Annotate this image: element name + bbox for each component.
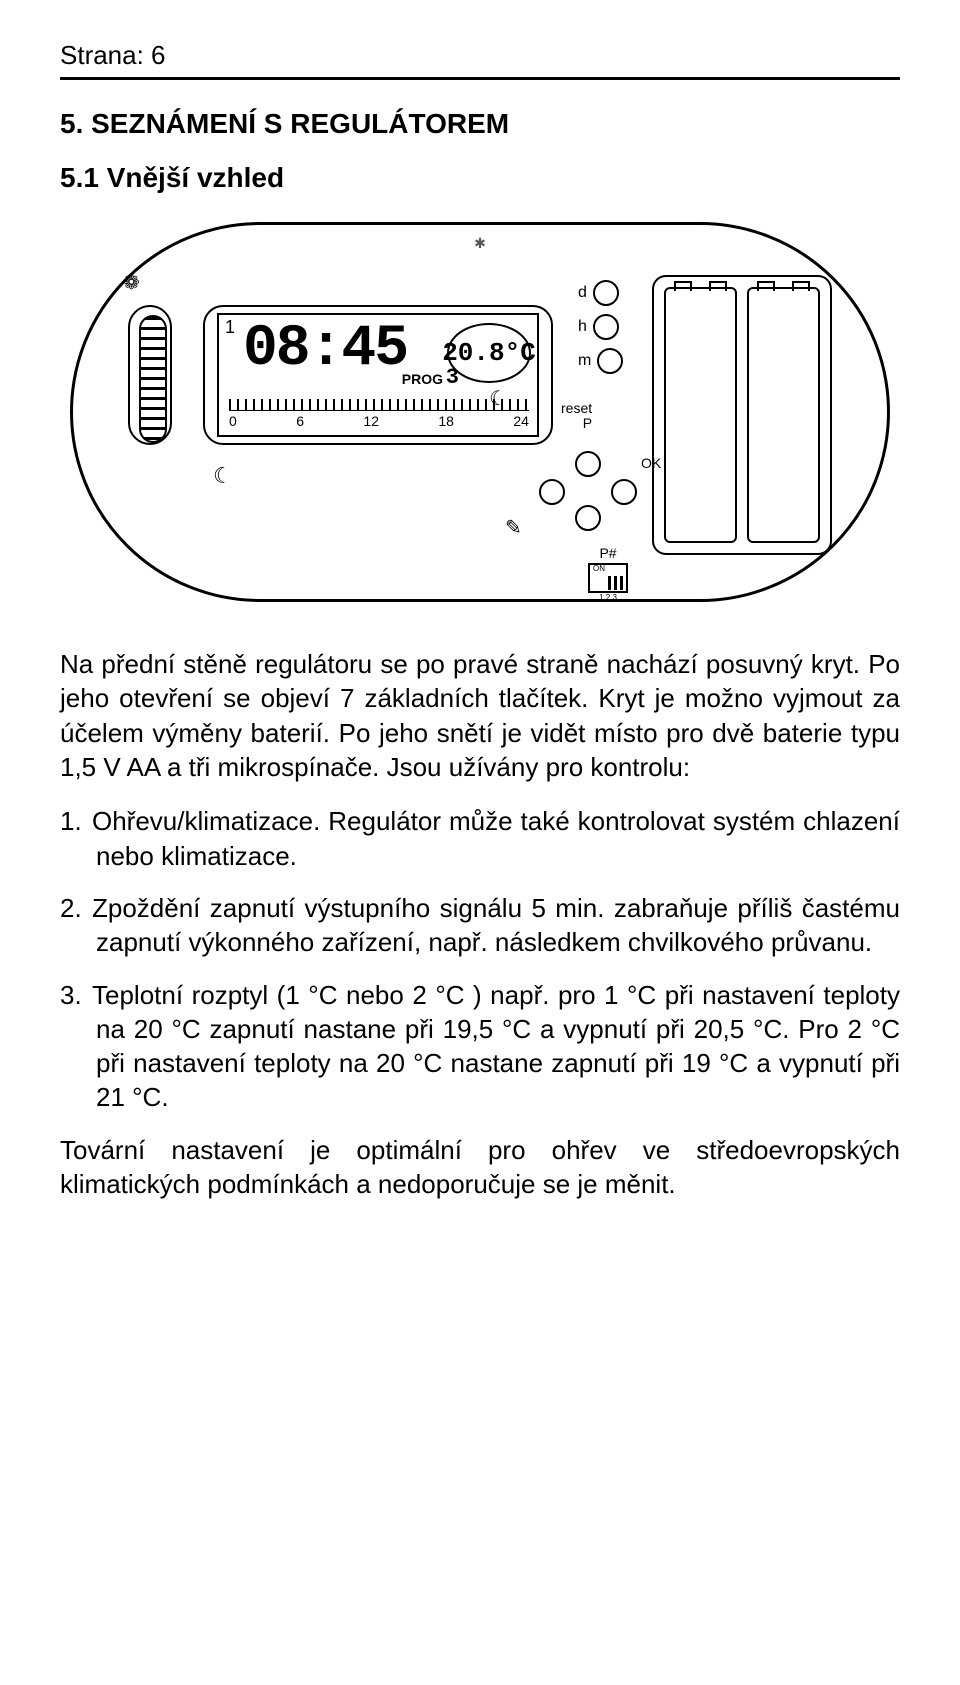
list-item: 1.Ohřevu/klimatizace. Regulátor může tak… xyxy=(60,804,900,873)
lcd-display: 1 08:45 PROG 3 20.8°C ☾ 0 6 12 18 24 xyxy=(203,305,553,445)
reset-text: reset xyxy=(561,400,592,416)
scale-label: 6 xyxy=(296,413,304,429)
list-number: 1. xyxy=(60,804,92,838)
closing-paragraph: Tovární nastavení je optimální pro ohřev… xyxy=(60,1133,900,1202)
dip-numbers: 1 2 3 xyxy=(588,593,628,602)
up-button[interactable] xyxy=(575,451,601,477)
battery-slot xyxy=(664,287,737,543)
m-button[interactable] xyxy=(597,348,623,374)
lcd-prog-label: PROG xyxy=(402,371,443,387)
body-text: Na přední stěně regulátoru se po pravé s… xyxy=(60,647,900,1201)
h-button[interactable] xyxy=(593,314,619,340)
dip-switch[interactable]: ON xyxy=(588,563,628,593)
lcd-temp: 20.8°C xyxy=(447,323,531,383)
list-number: 2. xyxy=(60,891,92,925)
list-item: 3.Teplotní rozptyl (1 °C nebo 2 °C ) nap… xyxy=(60,978,900,1115)
dip-on-label: ON xyxy=(593,564,605,587)
lcd-timeline-ticks xyxy=(229,399,529,411)
section-title: 5. SEZNÁMENÍ S REGULÁTOREM xyxy=(60,108,900,140)
left-button[interactable] xyxy=(539,479,565,505)
moon-icon: ☾ xyxy=(213,463,233,489)
reset-p-text: P xyxy=(583,415,592,431)
right-button[interactable] xyxy=(611,479,637,505)
list-item: 2.Zpoždění zapnutí výstupního signálu 5 … xyxy=(60,891,900,960)
list-text: Teplotní rozptyl (1 °C nebo 2 °C ) např.… xyxy=(92,980,900,1113)
dhm-buttons: d h m xyxy=(578,280,623,382)
scale-label: 0 xyxy=(229,413,237,429)
lcd-timeline-labels: 0 6 12 18 24 xyxy=(229,413,529,429)
lcd-time: 08:45 xyxy=(243,317,407,382)
scroll-wheel xyxy=(128,305,172,445)
dpad xyxy=(535,451,645,541)
battery-bay xyxy=(652,275,832,555)
down-button[interactable] xyxy=(575,505,601,531)
device-diagram: ✱ ❁ 1 08:45 PROG 3 20.8°C ☾ 0 6 12 18 24… xyxy=(70,222,890,602)
reset-label: reset P xyxy=(561,401,592,432)
list-text: Zpoždění zapnutí výstupního signálu 5 mi… xyxy=(92,893,900,957)
scale-label: 24 xyxy=(513,413,529,429)
dip-switch-area: P# ON 1 2 3 xyxy=(588,545,628,602)
intro-paragraph: Na přední stěně regulátoru se po pravé s… xyxy=(60,647,900,784)
pencil-icon: ✎ xyxy=(505,515,522,540)
d-label: d xyxy=(578,284,587,302)
subsection-title: 5.1 Vnější vzhled xyxy=(60,162,900,194)
d-button[interactable] xyxy=(593,280,619,306)
screw-icon: ✱ xyxy=(474,235,486,252)
h-label: h xyxy=(578,318,587,336)
lcd-day: 1 xyxy=(225,317,235,338)
phash-label: P# xyxy=(599,545,616,561)
list-number: 3. xyxy=(60,978,92,1012)
battery-slot xyxy=(747,287,820,543)
scale-label: 12 xyxy=(363,413,379,429)
list-text: Ohřevu/klimatizace. Regulátor může také … xyxy=(92,806,900,870)
page-header: Strana: 6 xyxy=(60,40,900,80)
m-label: m xyxy=(578,352,591,370)
gear-icon: ❁ xyxy=(123,270,140,295)
scale-label: 18 xyxy=(438,413,454,429)
